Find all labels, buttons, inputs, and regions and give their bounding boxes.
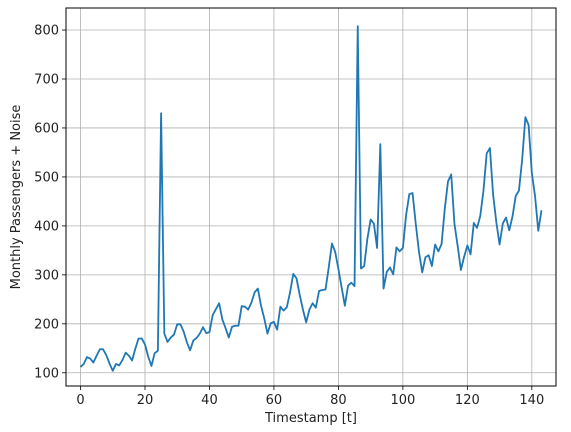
x-tick-label: 120 xyxy=(455,393,480,408)
y-axis-label: Monthly Passengers + Noise xyxy=(9,105,24,290)
grid xyxy=(66,8,556,386)
y-tick-label: 100 xyxy=(34,366,59,381)
x-tick-label: 20 xyxy=(137,393,154,408)
y-tick-label: 600 xyxy=(34,121,59,136)
x-axis-label: Timestamp [t] xyxy=(264,411,357,426)
y-tick-label: 800 xyxy=(34,24,59,39)
y-tick-label: 500 xyxy=(34,170,59,185)
x-tick-label: 40 xyxy=(201,393,218,408)
y-tick-label: 700 xyxy=(34,72,59,87)
y-tick-label: 400 xyxy=(34,219,59,234)
x-tick-label: 140 xyxy=(519,393,544,408)
x-tick-label: 0 xyxy=(76,393,84,408)
y-tick-label: 300 xyxy=(34,268,59,283)
x-tick-label: 80 xyxy=(330,393,347,408)
x-tick-label: 60 xyxy=(266,393,283,408)
y-tick-label: 200 xyxy=(34,317,59,332)
axis-ticks: 0 20 40 60 80 100 120 140 100 200 300 400 500 600 700 8… xyxy=(34,24,544,408)
plot-frame xyxy=(65,7,557,387)
series-layer xyxy=(79,25,543,372)
series-line xyxy=(79,25,543,372)
x-tick-label: 100 xyxy=(390,393,415,408)
